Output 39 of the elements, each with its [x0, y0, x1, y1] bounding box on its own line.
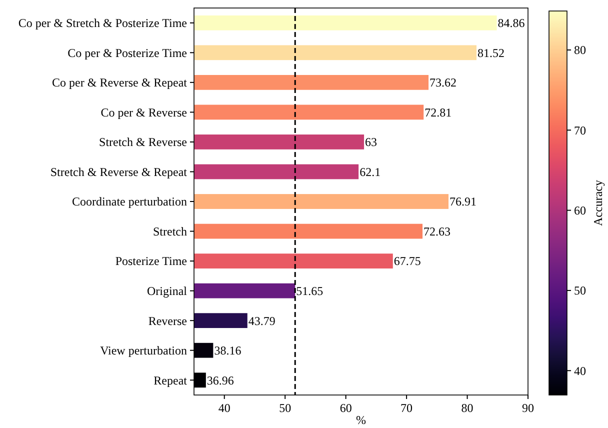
data-label: 38.16 — [214, 344, 242, 358]
color-bar-label: 80 — [574, 43, 586, 58]
y-tick-label: Repeat — [154, 373, 188, 388]
x-tick-label: 70 — [400, 401, 413, 415]
data-label: 43.79 — [248, 314, 276, 328]
y-tick-label: Stretch — [153, 224, 187, 238]
data-label: 63 — [365, 135, 378, 150]
y-tick-label: Co per & Reverse — [100, 105, 187, 120]
data-label: 84.86 — [498, 16, 525, 30]
data-label: 72.63 — [424, 224, 451, 238]
y-tick-label: View perturbation — [100, 344, 187, 358]
y-tick-label: Stretch & Reverse & Repeat — [50, 164, 188, 179]
x-tick-label: 90 — [522, 401, 534, 415]
data-label: 36.96 — [206, 373, 234, 388]
y-tick-label: Co per & Posterize Time — [68, 46, 187, 60]
data-label: 51.65 — [296, 284, 324, 298]
color-bar-title: Accuracy — [591, 180, 605, 226]
data-label: 76.91 — [450, 194, 477, 209]
x-tick-label: 80 — [461, 401, 474, 415]
data-label: 67.75 — [394, 254, 421, 268]
y-tick-label: Co per & Reverse & Repeat — [52, 76, 188, 90]
color-bar-label: 50 — [574, 284, 586, 298]
y-tick-label: Stretch & Reverse — [99, 135, 187, 150]
y-tick-label: Co per & Stretch & Posterize Time — [18, 16, 187, 30]
x-tick-label: 60 — [340, 401, 352, 415]
data-label: 73.62 — [430, 76, 457, 90]
y-tick-label: Original — [147, 284, 188, 298]
data-label: 81.52 — [478, 46, 505, 60]
data-label: 62.1 — [360, 164, 381, 179]
color-bar-label: 40 — [574, 364, 586, 378]
x-tick-label: 50 — [279, 401, 292, 415]
x-tick-label: 40 — [218, 401, 230, 415]
data-label: 72.81 — [424, 105, 452, 120]
y-tick-label: Coordinate perturbation — [72, 194, 187, 209]
y-tick-label: Reverse — [148, 314, 187, 328]
color-bar-label: 70 — [574, 123, 586, 138]
color-bar-label: 60 — [574, 203, 586, 218]
x-axis-title: % — [356, 413, 366, 427]
y-tick-label: Posterize Time — [115, 254, 187, 268]
